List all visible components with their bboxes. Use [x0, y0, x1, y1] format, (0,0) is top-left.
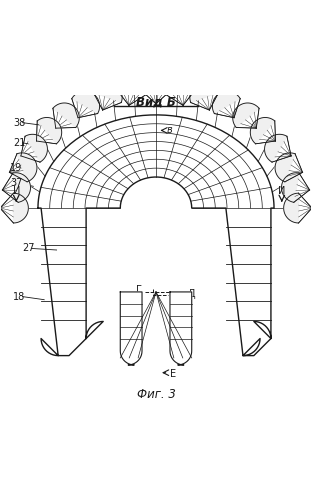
Polygon shape	[275, 153, 295, 182]
Text: в: в	[167, 126, 173, 136]
Text: И: И	[12, 186, 20, 196]
Text: Е: Е	[170, 369, 176, 379]
Polygon shape	[212, 91, 240, 114]
Polygon shape	[281, 172, 299, 203]
Text: 38: 38	[13, 118, 25, 128]
Polygon shape	[284, 193, 299, 223]
Polygon shape	[117, 77, 146, 94]
Polygon shape	[166, 77, 195, 94]
Text: 18: 18	[13, 292, 25, 302]
Polygon shape	[37, 118, 62, 144]
Polygon shape	[141, 76, 171, 90]
Text: Д: Д	[187, 288, 195, 298]
Polygon shape	[120, 292, 142, 365]
Polygon shape	[13, 172, 31, 203]
Polygon shape	[250, 118, 275, 144]
Polygon shape	[13, 193, 28, 223]
Text: Фиг. 3: Фиг. 3	[137, 388, 175, 401]
Polygon shape	[25, 134, 47, 162]
Text: Г: Г	[136, 286, 142, 296]
Polygon shape	[17, 153, 37, 182]
Polygon shape	[170, 292, 192, 365]
Polygon shape	[53, 103, 79, 128]
Text: И: И	[278, 186, 285, 196]
Polygon shape	[265, 134, 287, 162]
Polygon shape	[93, 82, 122, 102]
Polygon shape	[38, 115, 274, 356]
Text: Вид Б: Вид Б	[136, 96, 176, 109]
Polygon shape	[233, 103, 259, 128]
Text: 27: 27	[22, 244, 35, 254]
Text: 37: 37	[10, 178, 22, 188]
Polygon shape	[72, 91, 100, 114]
Text: 19: 19	[10, 162, 22, 172]
Text: 21: 21	[13, 138, 26, 148]
Polygon shape	[190, 82, 219, 102]
